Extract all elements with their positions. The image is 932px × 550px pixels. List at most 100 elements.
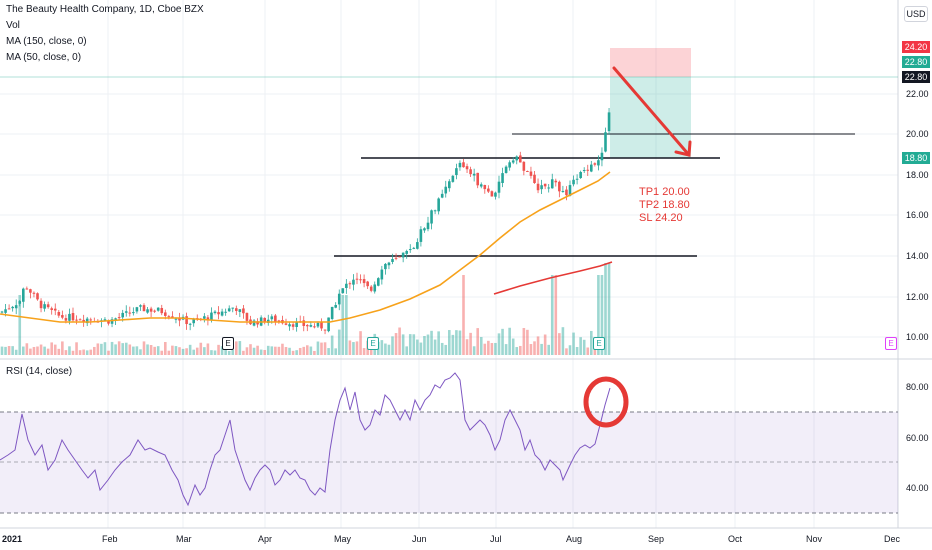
candle-body [341,288,345,294]
volume-bar [75,342,78,355]
tp2-annotation[interactable]: TP2 18.80 [639,199,690,211]
sl-annotation[interactable]: SL 24.20 [639,212,683,224]
volume-bar [32,346,36,355]
volume-bar [561,327,565,355]
candle-body [416,242,419,249]
candle-body [511,160,515,163]
rsi-highlight-circle[interactable] [583,376,629,428]
volume-bar [316,341,320,355]
candle-body [288,324,291,327]
candle-body [156,307,160,311]
candle-body [0,311,4,313]
candle-body [39,300,43,309]
volume-bar [472,346,476,355]
price-tick: 14.00 [906,251,929,261]
volume-bar [89,349,93,355]
candle-body [543,183,547,187]
volume-bar [277,346,281,355]
candle-body [550,179,554,189]
volume-bar [61,341,64,355]
candle-body [590,164,593,172]
earnings-badge[interactable]: E [885,337,897,350]
volume-bar [199,342,203,355]
volume-bar [408,334,412,355]
candle-body [408,249,412,251]
volume-bar [274,346,277,355]
candle-body [68,313,71,321]
vol-legend[interactable]: Vol [6,20,20,31]
volume-bar [416,339,419,355]
volume-bar [298,347,302,355]
candle-body [167,316,171,318]
volume-bar [593,348,597,355]
volume-bar [405,346,408,355]
candle-body [313,326,316,328]
time-tick: Sep [648,534,664,544]
volume-bar [245,347,249,355]
candle-body [89,319,93,321]
symbol-title[interactable]: The Beauty Health Company, 1D, Cboe BZX [6,4,204,15]
candle-body [242,308,245,314]
currency-button[interactable]: USD [904,6,928,22]
ma50-legend[interactable]: MA (50, close, 0) [6,52,82,63]
volume-bar [586,347,590,355]
volume-bar [519,345,522,355]
candle-body [220,311,224,316]
last-price-tag: 22.80 [902,71,930,83]
volume-bar [330,335,334,355]
candle-body [419,229,423,242]
volume-bar [11,346,14,355]
volume-bar [25,343,29,355]
volume-bar [572,332,575,355]
time-axis[interactable]: 2021 Feb Mar Apr May Jun Jul Aug Sep Oct… [2,534,901,544]
candle-body [117,317,121,319]
volume-bar [437,331,440,355]
volume-bar [64,350,68,355]
volume-bar [224,348,227,355]
volume-bar [50,342,53,355]
candle-body [536,183,540,191]
candle-body [149,308,153,312]
take-profit-zone[interactable] [610,77,691,158]
volume-bar [146,344,149,355]
candle-body [132,312,135,314]
candle-body [600,152,604,161]
candle-body [582,170,586,172]
volume-bar [313,350,316,355]
rsi-legend[interactable]: RSI (14, close) [6,366,73,377]
candle-body [135,307,139,312]
target-arrow[interactable] [612,66,692,157]
volume-bar [185,348,188,355]
volume-bar [355,341,359,355]
candle-body [274,315,277,322]
candle-body [213,311,217,314]
candle-body [291,324,295,327]
tp1-annotation[interactable]: TP1 20.00 [639,186,690,198]
earnings-badge[interactable]: E [593,337,605,350]
candle-body [11,306,14,309]
stop-loss-zone[interactable] [610,48,691,77]
candle-body [203,316,206,319]
volume-bar [206,343,210,355]
stop-loss-price-tag: 24.20 [902,41,930,53]
ma150-legend[interactable]: MA (150, close, 0) [6,36,87,47]
volume-bar [448,330,451,355]
volume-bar [348,340,352,355]
candle-body [306,325,309,327]
volume-bar [529,344,533,355]
volume-bar [458,330,462,355]
volume-bar [384,343,387,355]
candle-body [252,320,256,326]
earnings-badge[interactable]: E [222,337,234,350]
candle-body [43,304,46,309]
volume-bar [501,328,504,355]
candle-body [309,325,313,327]
candle-body [472,173,476,176]
earnings-badge[interactable]: E [367,337,379,350]
volume-bar [547,344,550,355]
rsi-axis[interactable]: 80.00 60.00 40.00 [906,382,929,493]
candle-body [433,210,437,212]
price-axis[interactable]: 22.00 20.00 18.00 16.00 14.00 12.00 10.0… [906,89,929,342]
candle-body [593,163,597,165]
